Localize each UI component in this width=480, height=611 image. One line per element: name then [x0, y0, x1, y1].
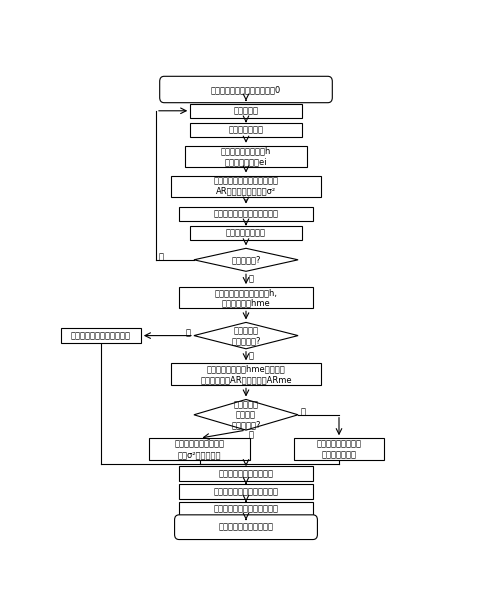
FancyBboxPatch shape — [185, 145, 307, 167]
Text: 路由器监听信标: 路由器监听信标 — [228, 125, 264, 134]
FancyBboxPatch shape — [190, 225, 302, 240]
Text: 路由器发送保证时隙请求: 路由器发送保证时隙请求 — [218, 469, 274, 478]
Text: 路由器更新跳数和剩余能量值: 路由器更新跳数和剩余能量值 — [214, 210, 278, 218]
FancyBboxPatch shape — [179, 287, 313, 309]
Text: 是: 是 — [249, 275, 254, 284]
Text: 路由器比较各路径的跳数h,
得到最小跳数hme: 路由器比较各路径的跳数h, 得到最小跳数hme — [215, 288, 277, 307]
FancyBboxPatch shape — [179, 466, 313, 481]
Text: 路由器保证时隙申请结束: 路由器保证时隙申请结束 — [218, 522, 274, 532]
Text: 路由器记录路径跳数h
和每跳剩余能量ei: 路由器记录路径跳数h 和每跳剩余能量ei — [221, 147, 271, 166]
Text: 否: 否 — [301, 408, 306, 416]
Text: 路由器监听下一信标获知时隙: 路由器监听下一信标获知时隙 — [214, 505, 278, 514]
FancyBboxPatch shape — [171, 364, 321, 386]
Text: 否: 否 — [186, 328, 191, 337]
Text: 打开计时器: 打开计时器 — [233, 106, 259, 115]
Text: 路由器转发信标帧: 路由器转发信标帧 — [226, 229, 266, 238]
FancyBboxPatch shape — [190, 123, 302, 137]
Text: 有多条跳数
最小的路径?: 有多条跳数 最小的路径? — [231, 326, 261, 345]
FancyBboxPatch shape — [179, 207, 313, 221]
FancyBboxPatch shape — [179, 484, 313, 499]
Text: 路由器选择剩余能量的
方差σ²最小的路径: 路由器选择剩余能量的 方差σ²最小的路径 — [175, 439, 225, 459]
Text: 路由器选择跳数最小的路径: 路由器选择跳数最小的路径 — [71, 331, 131, 340]
FancyBboxPatch shape — [171, 175, 321, 197]
Polygon shape — [194, 400, 298, 430]
FancyBboxPatch shape — [179, 502, 313, 516]
FancyBboxPatch shape — [61, 328, 141, 343]
Text: 是: 是 — [249, 430, 254, 439]
Polygon shape — [194, 248, 298, 271]
Text: 协调器发送信标，初始跳数为0: 协调器发送信标，初始跳数为0 — [211, 85, 281, 94]
Text: 路由器选择平均剩余
能量最大的路径: 路由器选择平均剩余 能量最大的路径 — [316, 439, 361, 459]
Text: 有多条平均
剩余能量
最大的路径?: 有多条平均 剩余能量 最大的路径? — [231, 400, 261, 430]
Text: 路由器计算路径平均剩余能量
AR和剩余能量的方差σ²: 路由器计算路径平均剩余能量 AR和剩余能量的方差σ² — [214, 177, 278, 196]
Text: 是: 是 — [249, 351, 254, 360]
Polygon shape — [194, 323, 298, 349]
Text: 否: 否 — [159, 252, 164, 262]
FancyBboxPatch shape — [149, 438, 250, 460]
FancyBboxPatch shape — [175, 515, 317, 540]
Text: 协调器根据跳数分配保证时隙: 协调器根据跳数分配保证时隙 — [214, 487, 278, 496]
FancyBboxPatch shape — [294, 438, 384, 460]
FancyBboxPatch shape — [160, 76, 332, 103]
FancyBboxPatch shape — [190, 103, 302, 118]
Text: 路由器比较跳数为hme的路径的
平均剩余能量AR获得最大的ARme: 路由器比较跳数为hme的路径的 平均剩余能量AR获得最大的ARme — [200, 365, 292, 384]
Text: 计时器溢出?: 计时器溢出? — [231, 255, 261, 265]
